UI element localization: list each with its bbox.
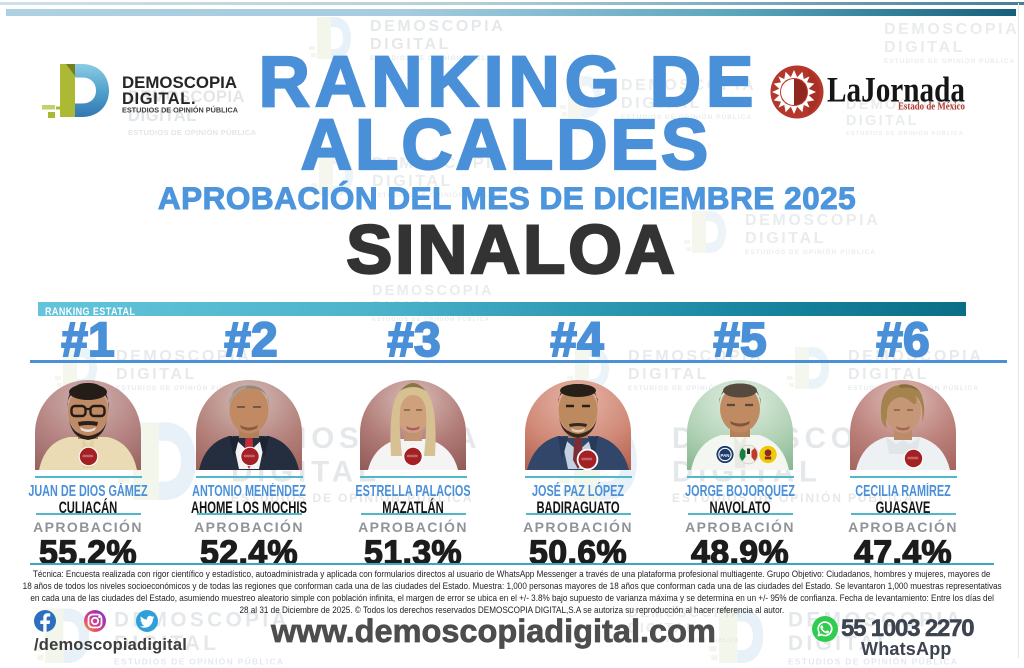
svg-text:LaJornada: LaJornada [827, 70, 965, 110]
svg-text:ESTUDIOS DE OPINIÓN PÚBLICA: ESTUDIOS DE OPINIÓN PÚBLICA [122, 106, 238, 115]
svg-text:Estado de México: Estado de México [898, 101, 965, 113]
svg-text:PAN: PAN [721, 453, 730, 458]
svg-text:DEMOSCOPIA: DEMOSCOPIA [122, 74, 237, 92]
svg-text:DIGITAL.: DIGITAL. [122, 90, 196, 108]
